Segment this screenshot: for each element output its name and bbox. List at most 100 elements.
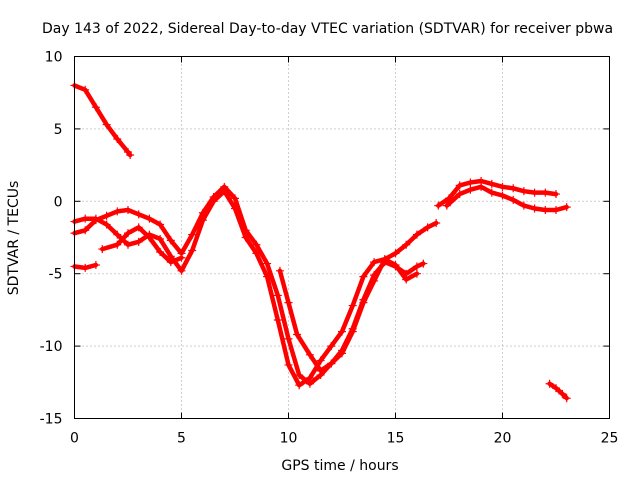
data-point <box>284 334 293 343</box>
data-point <box>102 220 111 229</box>
data-point <box>134 237 143 246</box>
x-tick-label: 25 <box>601 431 619 447</box>
data-point <box>455 181 464 190</box>
data-point <box>412 262 421 271</box>
data-point <box>423 223 432 232</box>
data-point <box>81 263 90 272</box>
data-point <box>359 295 368 304</box>
data-point <box>113 135 122 144</box>
data-point <box>252 249 261 258</box>
data-point <box>124 229 132 238</box>
data-point <box>412 230 421 239</box>
series-line <box>72 188 420 388</box>
data-point <box>419 259 428 268</box>
data-point <box>541 205 550 214</box>
data-point <box>102 211 111 220</box>
plot-frame <box>74 56 610 419</box>
data-point <box>380 258 389 267</box>
series-line <box>100 225 184 265</box>
data-point <box>124 205 132 214</box>
data-point <box>252 240 261 249</box>
data-point <box>477 182 486 191</box>
data-point <box>442 201 451 210</box>
data-point <box>391 262 400 271</box>
data-point <box>113 230 122 239</box>
series-layer <box>70 81 571 403</box>
x-tick-label: 0 <box>70 431 79 447</box>
data-point <box>552 205 560 214</box>
chart-title: Day 143 of 2022, Sidereal Day-to-day VTE… <box>42 21 613 37</box>
data-point <box>509 184 518 193</box>
data-point <box>562 203 571 212</box>
series-line <box>547 381 569 401</box>
data-point <box>327 359 336 368</box>
data-point <box>552 384 560 393</box>
data-point <box>370 271 379 280</box>
data-point <box>293 330 302 339</box>
data-point <box>487 179 496 188</box>
data-point <box>198 216 207 225</box>
data-point <box>498 182 507 191</box>
data-point <box>91 103 100 112</box>
data-point <box>102 120 111 129</box>
x-axis-label: GPS time / hours <box>281 458 398 474</box>
data-point <box>466 178 475 187</box>
data-point <box>348 301 357 310</box>
data-point <box>220 187 229 196</box>
data-point <box>134 210 143 219</box>
data-point <box>338 327 346 336</box>
data-point <box>316 366 325 375</box>
series-line <box>72 83 133 158</box>
x-tick-label: 15 <box>387 431 405 447</box>
y-axis-label: SDTVAR / TECUs <box>6 181 22 296</box>
y-tick-label: -10 <box>40 339 63 355</box>
y-tick-label: -15 <box>40 412 63 428</box>
data-point <box>562 394 571 403</box>
data-point <box>545 379 554 388</box>
data-point <box>402 240 411 249</box>
data-point <box>113 240 122 249</box>
data-point <box>91 214 100 223</box>
data-point <box>432 219 441 228</box>
data-point <box>126 150 135 159</box>
data-point <box>145 233 154 242</box>
data-point <box>305 373 314 382</box>
data-point <box>166 236 175 245</box>
data-point <box>530 188 539 197</box>
data-point <box>275 266 284 275</box>
data-point <box>177 266 186 275</box>
data-point <box>541 188 550 197</box>
data-point <box>316 356 325 365</box>
data-point <box>91 261 100 270</box>
y-tick-label: 10 <box>45 50 63 66</box>
x-tick-label: 10 <box>280 431 298 447</box>
data-point <box>273 316 282 325</box>
data-point <box>552 190 560 199</box>
series-arc-g <box>434 177 560 210</box>
data-point <box>177 253 186 262</box>
data-point <box>348 324 357 333</box>
data-point <box>188 230 197 239</box>
data-point <box>81 85 90 94</box>
series-arc-c <box>70 182 441 388</box>
data-point <box>231 194 239 203</box>
data-point <box>124 240 132 249</box>
grid <box>74 56 610 419</box>
data-point <box>455 190 464 199</box>
data-point <box>134 223 143 232</box>
series-arc-a <box>70 81 135 159</box>
data-point <box>327 342 336 351</box>
data-point <box>412 269 421 278</box>
data-point <box>263 259 272 268</box>
data-point <box>81 214 90 223</box>
data-point <box>370 258 379 267</box>
y-tick-labels: -15 -10 -5 0 5 10 <box>40 50 63 428</box>
data-point <box>145 214 154 223</box>
data-point <box>498 191 507 200</box>
data-point <box>241 233 250 242</box>
data-point <box>509 195 518 204</box>
data-point <box>166 258 175 267</box>
data-point <box>295 381 304 390</box>
data-point <box>519 187 528 196</box>
